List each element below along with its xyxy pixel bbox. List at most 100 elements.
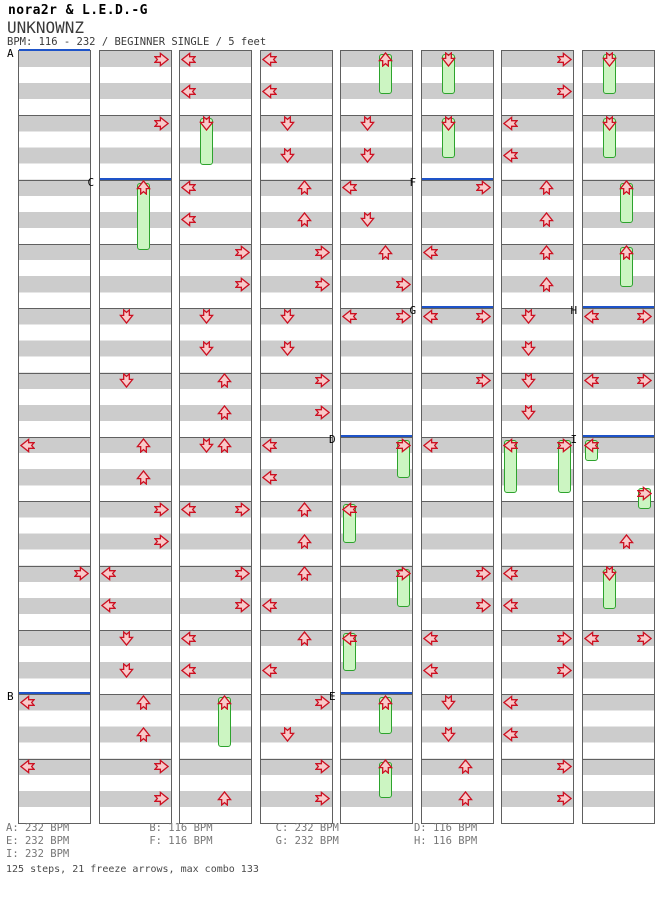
note-down: [601, 115, 617, 131]
note-down: [521, 308, 537, 324]
stepchart-grid: A B C D E F G H I: [0, 48, 672, 824]
measure-line: [180, 179, 251, 181]
bpm-legend-row: I: 232 BPM: [6, 848, 477, 861]
chart-column-3: [179, 50, 252, 824]
measure-line: [260, 565, 332, 567]
note-right: [556, 759, 572, 775]
arrow-right-icon: [395, 566, 411, 582]
measure-line: [19, 437, 90, 438]
note-right: [556, 662, 572, 678]
note-up: [538, 244, 554, 260]
arrow-right-icon: [556, 791, 572, 807]
arrow-up-icon: [538, 212, 554, 228]
measure-line: [180, 565, 251, 567]
measure-line: [421, 758, 493, 760]
note-right: [315, 694, 331, 710]
measure-line: [421, 565, 493, 567]
note-left: [422, 662, 438, 678]
arrow-down-icon: [440, 694, 456, 710]
note-left: [422, 244, 438, 260]
arrow-left-icon: [100, 598, 116, 614]
note-left: [261, 598, 277, 614]
note-right: [154, 534, 170, 549]
arrow-left-icon: [20, 759, 36, 775]
measure-line: [19, 244, 90, 245]
measure-line: [99, 308, 171, 310]
section-line-F: [421, 177, 493, 180]
measure-line: [19, 565, 90, 567]
note-down: [279, 341, 295, 356]
note-left: [100, 566, 116, 582]
note-up: [619, 244, 635, 260]
arrow-up-icon: [297, 534, 313, 549]
measure-line: [421, 179, 493, 181]
section-label-G: G: [409, 304, 417, 318]
arrow-right-icon: [315, 373, 331, 389]
measure-line: [341, 694, 412, 696]
measure-line: [582, 501, 654, 503]
arrow-left-icon: [583, 630, 599, 646]
arrow-down-icon: [440, 727, 456, 742]
arrow-left-icon: [20, 694, 36, 710]
arrow-right-icon: [154, 791, 170, 807]
note-up: [619, 180, 635, 196]
arrow-right-icon: [315, 244, 331, 260]
arrow-up-icon: [216, 373, 232, 389]
note-up: [216, 791, 232, 807]
arrow-left-icon: [583, 308, 599, 324]
measure-line: [99, 437, 171, 438]
arrow-right-icon: [637, 373, 653, 389]
note-right: [315, 405, 331, 421]
note-down: [118, 630, 134, 646]
measure-line: [260, 308, 332, 310]
measure-line: [502, 437, 573, 438]
measure-line: [260, 437, 332, 438]
arrow-right-icon: [154, 534, 170, 549]
measure-line: [19, 372, 90, 374]
chart-column-7: [501, 50, 574, 824]
note-up: [377, 51, 393, 67]
measure-line: [180, 372, 251, 374]
note-up: [136, 694, 152, 710]
note-left: [503, 727, 519, 742]
arrow-down-icon: [601, 115, 617, 131]
arrow-left-icon: [20, 437, 36, 453]
note-down: [199, 115, 215, 131]
measure-line: [582, 694, 654, 696]
note-right: [154, 759, 170, 775]
note-down: [601, 566, 617, 582]
measure-line: [19, 501, 90, 503]
arrow-left-icon: [181, 180, 197, 196]
note-right: [476, 598, 492, 614]
arrow-left-icon: [422, 630, 438, 646]
note-right: [315, 276, 331, 292]
section-label-E: E: [329, 690, 336, 704]
arrow-left-icon: [342, 630, 358, 646]
note-left: [342, 308, 358, 324]
measure-line: [421, 115, 493, 117]
measure-line: [99, 758, 171, 760]
arrow-left-icon: [181, 501, 197, 517]
note-right: [395, 437, 411, 453]
note-left: [503, 115, 519, 131]
note-right: [395, 566, 411, 582]
note-right: [476, 373, 492, 389]
note-right: [556, 51, 572, 67]
arrow-right-icon: [315, 791, 331, 807]
arrow-right-icon: [234, 244, 250, 260]
note-left: [261, 469, 277, 485]
arrow-up-icon: [377, 51, 393, 67]
bpm-legend-row: E: 232 BPM F: 116 BPM G: 232 BPM H: 116 …: [6, 835, 477, 848]
arrow-right-icon: [154, 501, 170, 517]
note-right: [556, 83, 572, 99]
arrow-left-icon: [503, 115, 519, 131]
arrow-right-icon: [154, 759, 170, 775]
note-left: [261, 51, 277, 67]
note-right: [234, 566, 250, 582]
measure-line: [99, 694, 171, 696]
arrow-left-icon: [181, 662, 197, 678]
note-down: [440, 51, 456, 67]
measure-line: [502, 372, 573, 374]
note-up: [216, 373, 232, 389]
